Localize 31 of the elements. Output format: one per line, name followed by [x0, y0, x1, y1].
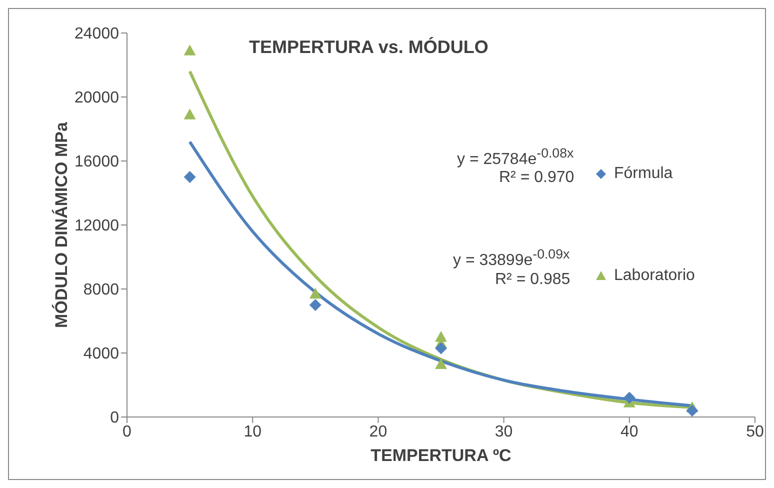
legend-label: Fórmula	[614, 165, 673, 183]
point	[309, 288, 322, 299]
point	[435, 358, 447, 369]
point	[435, 342, 447, 354]
y-tick-label: 24000	[74, 26, 120, 43]
chart-title: TEMPERTURA vs. MÓDULO	[249, 37, 488, 58]
x-tick-label: 20	[369, 423, 388, 440]
y-tick-label: 16000	[74, 154, 120, 171]
x-tick-label: 30	[494, 423, 513, 440]
point	[184, 171, 196, 183]
annotation: R² = 0.985	[495, 271, 570, 288]
point	[623, 392, 636, 404]
point	[184, 44, 196, 56]
x-tick-label: 50	[746, 423, 764, 440]
annotation: y = 25784e$^{-0.08x}$	[457, 146, 574, 168]
y-tick-label: 4000	[83, 346, 120, 363]
point	[184, 108, 196, 120]
y-axis-title: MÓDULO DINÁMICO MPa	[51, 122, 72, 328]
annotation: R² = 0.970	[499, 169, 574, 186]
x-tick-label: 40	[620, 423, 638, 440]
x-tick-label: 10	[244, 423, 262, 440]
y-tick-label: 0	[110, 410, 120, 427]
x-tick-label: 0	[122, 423, 132, 440]
y-tick-label: 8000	[83, 282, 120, 299]
point	[686, 404, 698, 417]
legend-label: Laboratorio	[614, 267, 695, 285]
annotation: y = 33899e$^{-0.09x}$	[453, 247, 570, 270]
y-tick-label: 12000	[74, 218, 120, 235]
point	[309, 299, 322, 311]
x-axis-title: TEMPERTURA ºC	[370, 446, 512, 466]
y-tick-label: 20000	[74, 90, 120, 107]
